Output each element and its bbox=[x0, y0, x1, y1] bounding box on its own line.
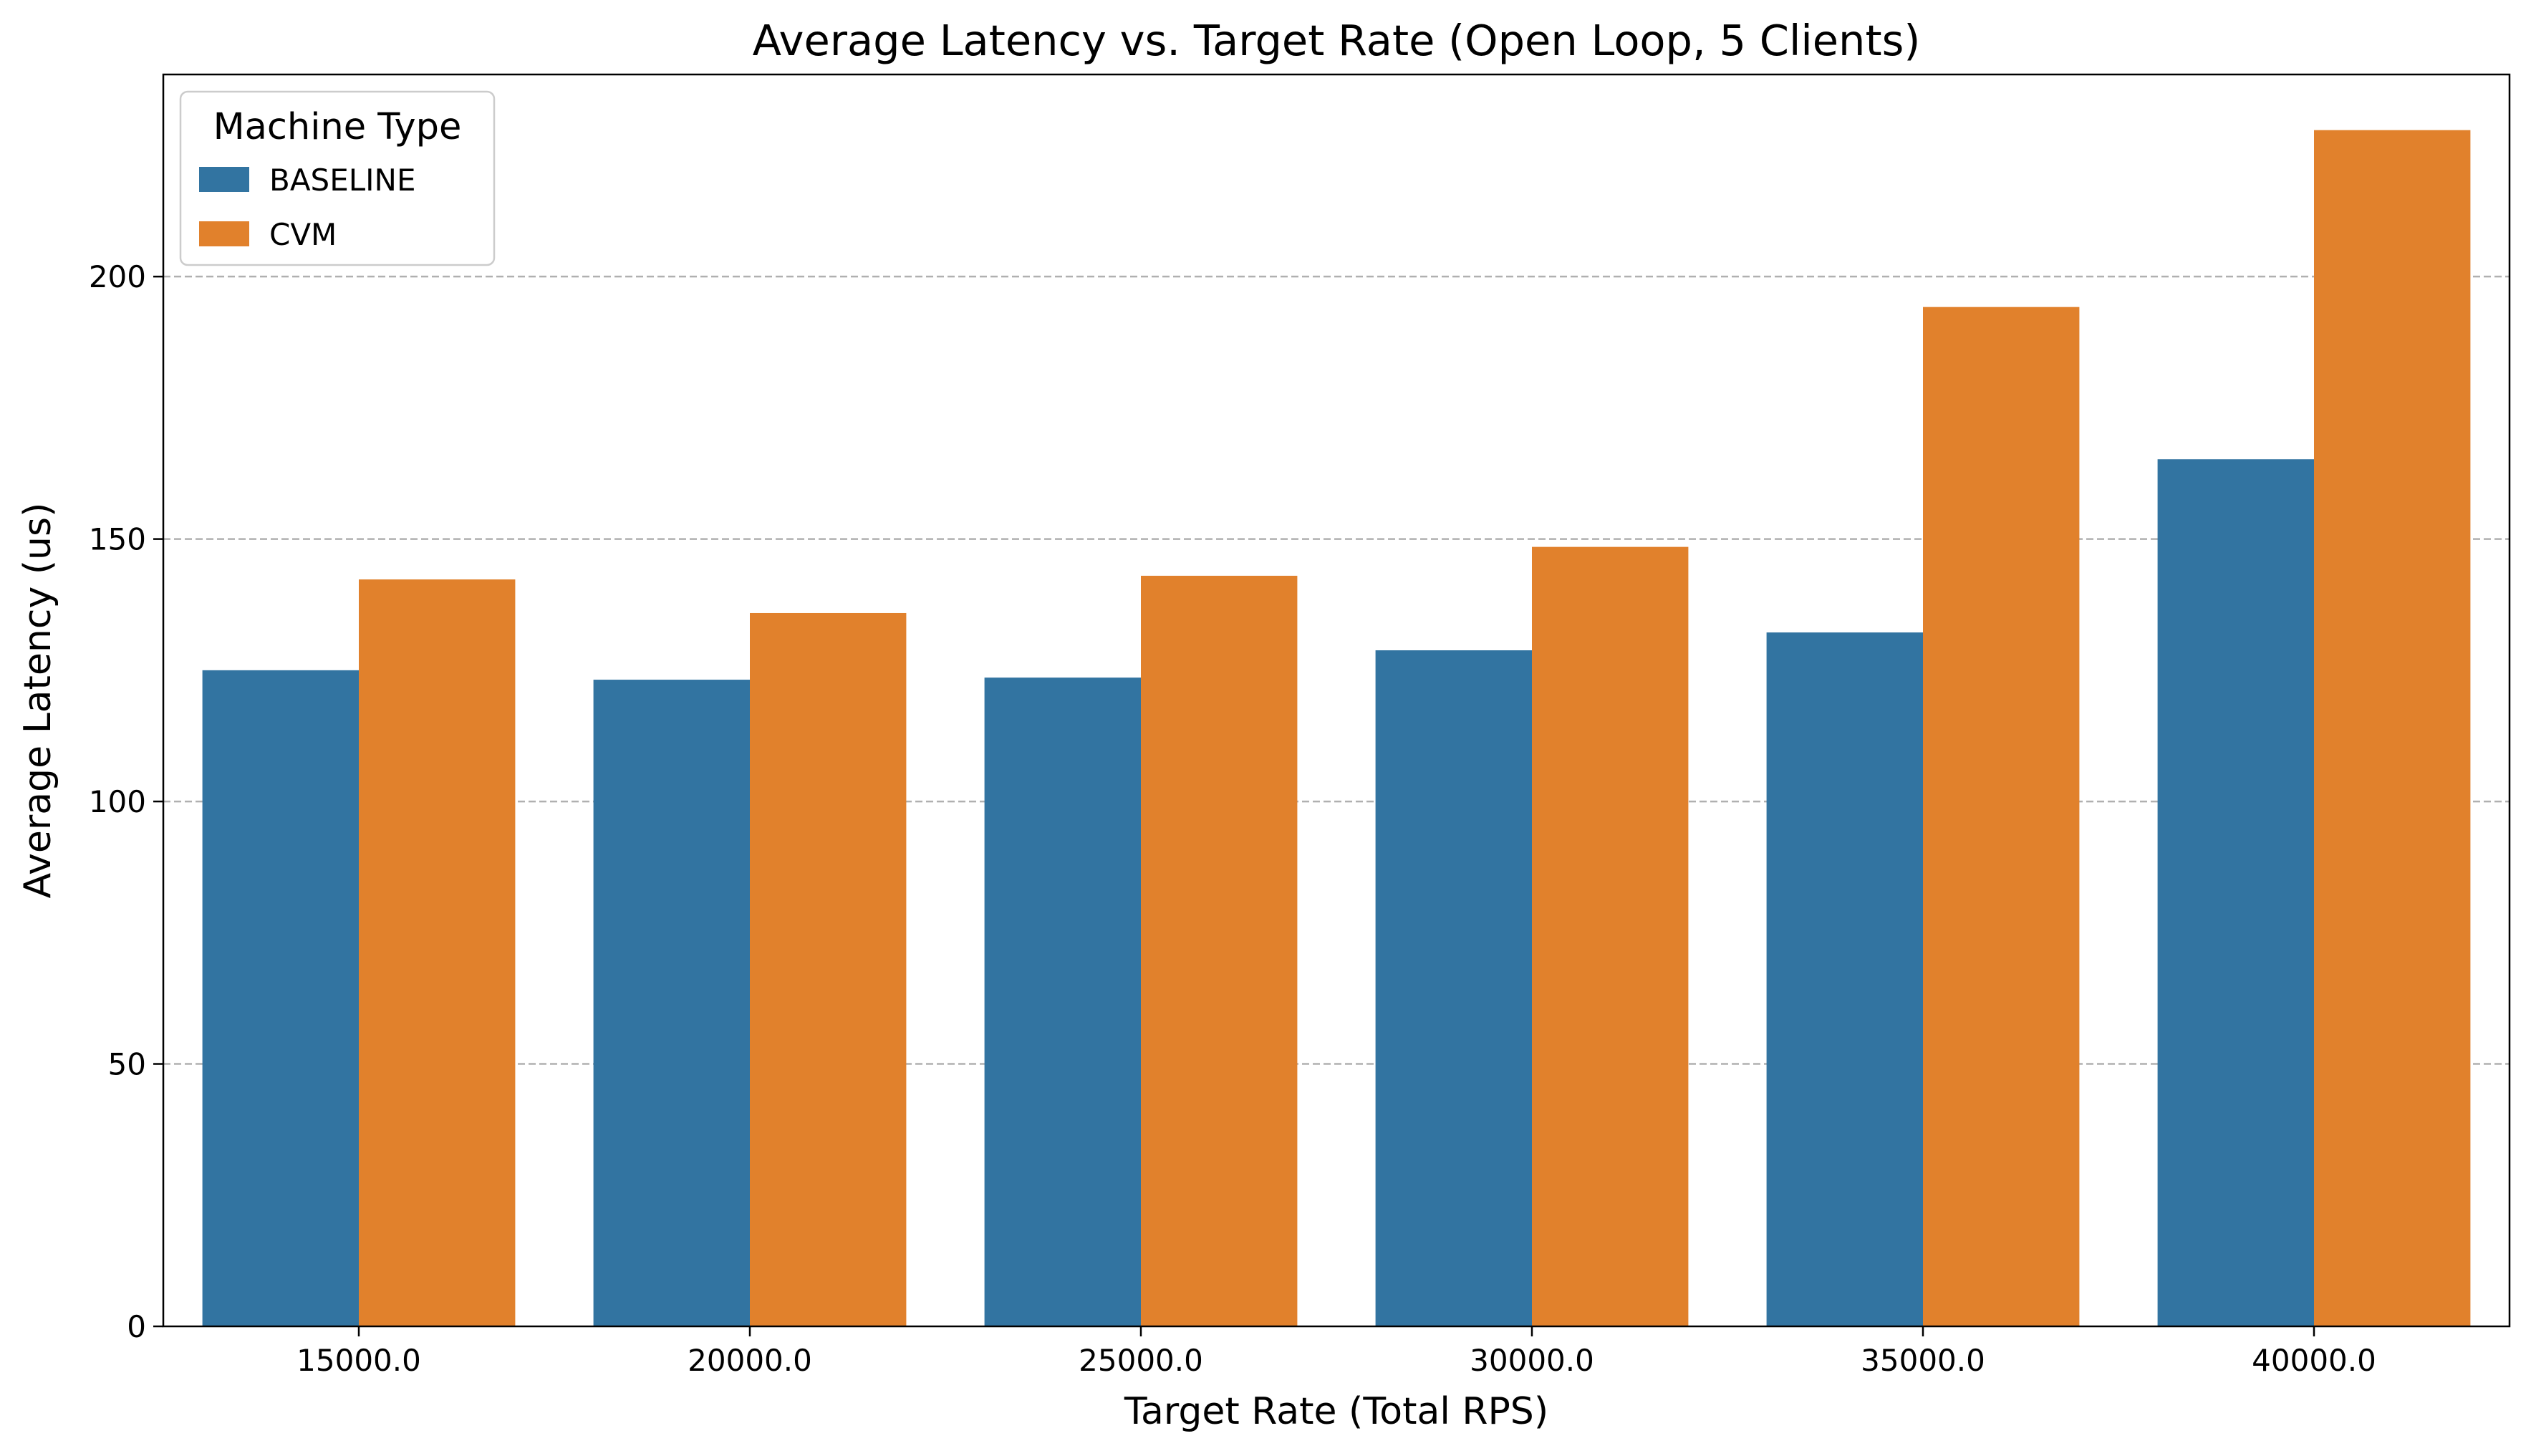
x-axis-ticks: 15000.0 20000.0 25000.0 30000.0 35000.0 40000… bbox=[297, 1326, 2376, 1378]
y-tick-label: 50 bbox=[108, 1047, 146, 1082]
y-tick-label: 100 bbox=[89, 784, 146, 819]
x-tick-label: 40000.0 bbox=[2252, 1343, 2376, 1378]
legend: Machine Type BASELINE CVM bbox=[179, 90, 496, 266]
bar-baseline-25000.0 bbox=[984, 678, 1141, 1326]
chart-title: Average Latency vs. Target Rate (Open Lo… bbox=[753, 16, 1921, 65]
y-tick-label: 0 bbox=[127, 1309, 146, 1344]
bar-baseline-35000.0 bbox=[1766, 632, 1923, 1326]
legend-swatch-cvm bbox=[199, 221, 249, 246]
bar-cvm-20000.0 bbox=[750, 612, 907, 1326]
legend-swatch-baseline bbox=[199, 167, 249, 192]
bar-baseline-15000.0 bbox=[202, 670, 359, 1326]
y-tick-label: 200 bbox=[89, 259, 146, 294]
x-tick-label: 20000.0 bbox=[688, 1343, 812, 1378]
bar-cvm-30000.0 bbox=[1532, 546, 1689, 1327]
bar-cvm-35000.0 bbox=[1923, 307, 2080, 1326]
y-axis-label: Average Latency (us) bbox=[16, 503, 59, 899]
x-axis-label: Target Rate (Total RPS) bbox=[1124, 1390, 1548, 1433]
legend-frame bbox=[179, 90, 496, 266]
bar-baseline-20000.0 bbox=[593, 680, 750, 1326]
bars bbox=[202, 130, 2471, 1327]
legend-label-baseline: BASELINE bbox=[269, 163, 415, 198]
x-tick-label: 30000.0 bbox=[1470, 1343, 1594, 1378]
bar-cvm-15000.0 bbox=[359, 579, 516, 1327]
y-axis-ticks: 0 50 100 150 200 bbox=[89, 259, 163, 1344]
x-tick-label: 25000.0 bbox=[1079, 1343, 1203, 1378]
legend-label-cvm: CVM bbox=[269, 217, 337, 252]
x-tick-label: 15000.0 bbox=[297, 1343, 421, 1378]
plot-frame bbox=[162, 73, 2511, 1328]
bar-baseline-40000.0 bbox=[2157, 459, 2314, 1326]
bar-baseline-30000.0 bbox=[1375, 650, 1532, 1326]
bar-cvm-25000.0 bbox=[1141, 575, 1298, 1327]
x-tick-label: 35000.0 bbox=[1861, 1343, 1985, 1378]
legend-title: Machine Type bbox=[213, 106, 462, 148]
y-gridlines bbox=[163, 275, 2510, 1065]
y-tick-label: 150 bbox=[89, 522, 146, 557]
bar-cvm-40000.0 bbox=[2314, 130, 2471, 1327]
